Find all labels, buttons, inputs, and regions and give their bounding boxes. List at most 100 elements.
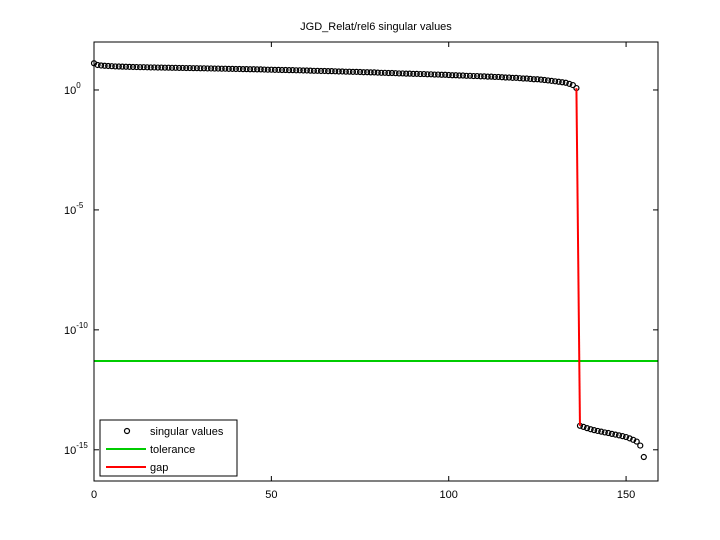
data-point bbox=[133, 63, 140, 71]
y-tick-label: 10-15 bbox=[64, 441, 88, 457]
data-point bbox=[427, 71, 435, 78]
data-point bbox=[94, 61, 101, 69]
data-point bbox=[523, 75, 530, 82]
data-point bbox=[236, 65, 243, 73]
data-point bbox=[218, 65, 225, 72]
data-point bbox=[271, 66, 279, 73]
data-point bbox=[246, 66, 254, 73]
data-point bbox=[637, 442, 644, 449]
data-point bbox=[388, 69, 396, 77]
data-point bbox=[463, 72, 470, 79]
legend-label: tolerance bbox=[150, 444, 195, 456]
data-point bbox=[179, 64, 186, 72]
data-point bbox=[317, 67, 325, 75]
data-point bbox=[513, 74, 520, 81]
axes-box bbox=[93, 41, 659, 482]
data-point bbox=[559, 79, 566, 86]
data-point bbox=[520, 75, 527, 82]
data-point bbox=[293, 67, 300, 74]
data-point bbox=[335, 68, 342, 75]
data-point bbox=[346, 68, 353, 75]
data-point bbox=[633, 438, 640, 445]
data-point bbox=[211, 65, 218, 72]
data-point bbox=[356, 68, 364, 76]
legend: singular values tolerance gap bbox=[99, 419, 238, 477]
y-tick-label: 100 bbox=[64, 81, 81, 97]
data-point bbox=[183, 64, 190, 72]
data-point bbox=[481, 73, 488, 80]
data-point bbox=[598, 428, 605, 435]
data-point bbox=[619, 433, 626, 440]
data-point bbox=[285, 67, 293, 74]
x-tick-label: 150 bbox=[617, 489, 635, 501]
data-point bbox=[115, 63, 122, 70]
data-point bbox=[580, 423, 587, 431]
data-point bbox=[594, 427, 601, 435]
y-tick-base: 10 bbox=[64, 445, 76, 457]
data-point bbox=[289, 67, 296, 74]
data-point bbox=[186, 64, 193, 72]
data-point bbox=[229, 65, 236, 72]
data-point bbox=[254, 66, 261, 73]
data-point bbox=[378, 69, 385, 76]
data-point bbox=[282, 66, 289, 74]
data-point bbox=[591, 427, 598, 434]
data-point bbox=[516, 75, 523, 82]
data-point bbox=[555, 78, 562, 85]
data-point bbox=[140, 64, 147, 71]
data-point bbox=[105, 62, 112, 70]
data-point bbox=[385, 69, 392, 77]
data-point bbox=[583, 425, 591, 432]
data-point bbox=[488, 73, 495, 80]
data-point bbox=[165, 64, 172, 71]
gap-line bbox=[575, 88, 581, 426]
data-point bbox=[321, 67, 328, 75]
data-point bbox=[314, 67, 321, 74]
data-point bbox=[225, 65, 232, 72]
data-point bbox=[303, 67, 310, 74]
data-point bbox=[264, 66, 271, 73]
plot-area bbox=[90, 42, 658, 481]
data-point bbox=[605, 429, 612, 437]
data-point bbox=[172, 64, 179, 71]
data-point bbox=[349, 68, 357, 75]
legend-label: gap bbox=[150, 462, 168, 474]
data-point bbox=[445, 71, 452, 79]
data-point bbox=[108, 63, 115, 70]
data-point bbox=[97, 62, 105, 69]
data-point bbox=[548, 77, 555, 84]
data-point bbox=[502, 74, 509, 81]
data-point bbox=[137, 64, 144, 71]
data-point bbox=[204, 65, 211, 72]
data-point bbox=[552, 78, 559, 85]
data-point bbox=[325, 68, 332, 75]
legend-marker bbox=[123, 427, 131, 435]
y-tick-base: 10 bbox=[64, 325, 76, 337]
y-tick-label: 10-10 bbox=[64, 321, 88, 337]
data-point bbox=[484, 73, 491, 80]
data-point bbox=[257, 66, 264, 73]
data-point bbox=[562, 79, 569, 86]
data-point bbox=[491, 73, 498, 81]
y-tick-exponent: -15 bbox=[76, 441, 88, 450]
data-point bbox=[612, 431, 619, 438]
data-point bbox=[278, 66, 286, 74]
data-point bbox=[420, 70, 427, 78]
x-tick-label: 0 bbox=[91, 489, 97, 501]
data-point bbox=[431, 71, 438, 78]
data-point bbox=[129, 63, 137, 71]
data-point bbox=[395, 70, 403, 77]
data-point bbox=[622, 433, 630, 441]
data-point bbox=[587, 426, 594, 433]
data-point bbox=[403, 70, 410, 77]
data-point bbox=[296, 67, 303, 74]
data-point bbox=[232, 65, 239, 73]
data-point bbox=[200, 65, 208, 72]
data-point bbox=[147, 64, 154, 71]
data-point bbox=[527, 75, 534, 82]
data-point bbox=[158, 64, 165, 71]
data-point bbox=[399, 70, 406, 77]
data-point bbox=[250, 66, 257, 73]
data-point bbox=[466, 72, 474, 79]
